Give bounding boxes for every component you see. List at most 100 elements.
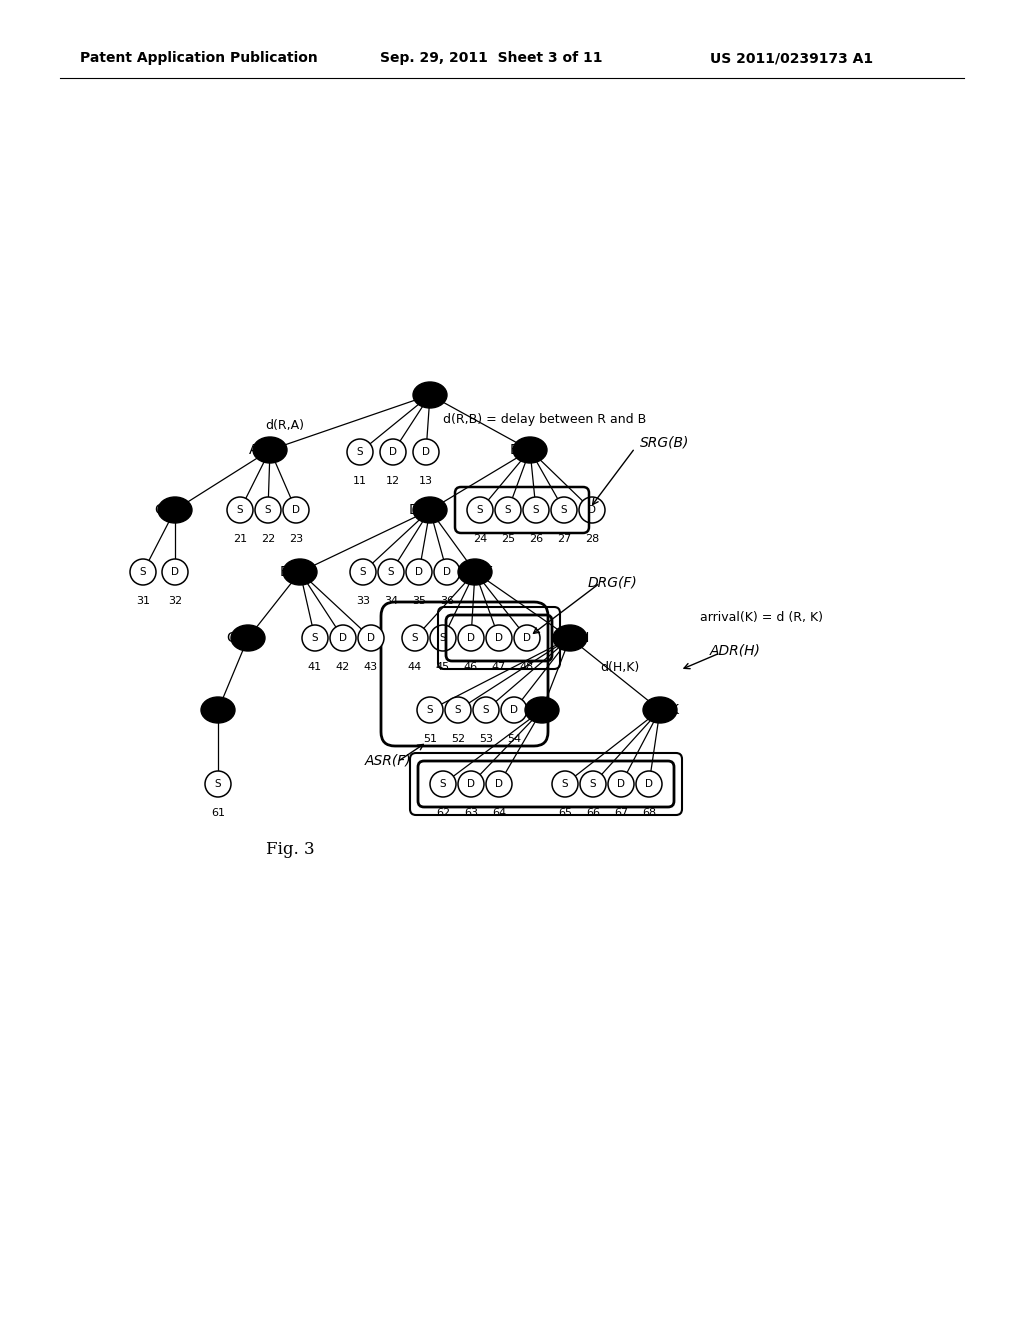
- Ellipse shape: [158, 498, 193, 523]
- Text: S: S: [590, 779, 596, 789]
- Text: S: S: [532, 506, 540, 515]
- Ellipse shape: [201, 697, 234, 723]
- Text: ADR(H): ADR(H): [710, 643, 761, 657]
- Ellipse shape: [231, 624, 265, 651]
- Circle shape: [417, 697, 443, 723]
- Text: 36: 36: [440, 597, 454, 606]
- Text: 51: 51: [423, 734, 437, 744]
- Text: 42: 42: [336, 663, 350, 672]
- Text: 46: 46: [464, 663, 478, 672]
- Text: 63: 63: [464, 808, 478, 818]
- Circle shape: [552, 771, 578, 797]
- Text: D: D: [415, 568, 423, 577]
- Text: H: H: [579, 631, 589, 645]
- Ellipse shape: [253, 437, 287, 463]
- Text: S: S: [412, 634, 419, 643]
- Text: 23: 23: [289, 535, 303, 544]
- Circle shape: [501, 697, 527, 723]
- Circle shape: [350, 558, 376, 585]
- Text: A: A: [249, 444, 259, 457]
- Circle shape: [580, 771, 606, 797]
- Ellipse shape: [553, 624, 587, 651]
- Circle shape: [445, 697, 471, 723]
- Text: 22: 22: [261, 535, 275, 544]
- Text: K: K: [670, 704, 679, 717]
- Text: 26: 26: [529, 535, 543, 544]
- Ellipse shape: [643, 697, 677, 723]
- Text: 25: 25: [501, 535, 515, 544]
- Text: S: S: [562, 779, 568, 789]
- Text: arrival(K) = d (R, K): arrival(K) = d (R, K): [700, 611, 823, 624]
- Text: 48: 48: [520, 663, 535, 672]
- Text: S: S: [482, 705, 489, 715]
- Text: S: S: [139, 568, 146, 577]
- Text: 64: 64: [492, 808, 506, 818]
- Text: 34: 34: [384, 597, 398, 606]
- Text: 47: 47: [492, 663, 506, 672]
- Text: S: S: [356, 447, 364, 457]
- Circle shape: [636, 771, 662, 797]
- Ellipse shape: [525, 697, 559, 723]
- Text: G: G: [226, 631, 238, 645]
- Circle shape: [523, 498, 549, 523]
- Circle shape: [467, 498, 493, 523]
- Ellipse shape: [513, 437, 547, 463]
- Text: 67: 67: [614, 808, 628, 818]
- Text: 12: 12: [386, 477, 400, 486]
- Text: 54: 54: [507, 734, 521, 744]
- Text: D: D: [467, 634, 475, 643]
- Text: 44: 44: [408, 663, 422, 672]
- Circle shape: [458, 624, 484, 651]
- Text: d(R,A): d(R,A): [265, 418, 304, 432]
- Circle shape: [430, 624, 456, 651]
- Text: D: D: [510, 705, 518, 715]
- Ellipse shape: [283, 558, 317, 585]
- Circle shape: [551, 498, 577, 523]
- Text: S: S: [561, 506, 567, 515]
- Text: 28: 28: [585, 535, 599, 544]
- Text: D: D: [467, 779, 475, 789]
- Text: ASR(F): ASR(F): [365, 752, 412, 767]
- Text: S: S: [237, 506, 244, 515]
- Circle shape: [227, 498, 253, 523]
- Text: S: S: [505, 506, 511, 515]
- Text: 24: 24: [473, 535, 487, 544]
- Ellipse shape: [413, 381, 447, 408]
- Text: 68: 68: [642, 808, 656, 818]
- Circle shape: [608, 771, 634, 797]
- Circle shape: [579, 498, 605, 523]
- Circle shape: [162, 558, 188, 585]
- Text: 32: 32: [168, 597, 182, 606]
- Circle shape: [130, 558, 156, 585]
- Text: Sep. 29, 2011  Sheet 3 of 11: Sep. 29, 2011 Sheet 3 of 11: [380, 51, 602, 65]
- Text: 27: 27: [557, 535, 571, 544]
- Text: B: B: [509, 444, 519, 457]
- Text: E: E: [280, 565, 289, 579]
- Text: D: D: [339, 634, 347, 643]
- Ellipse shape: [458, 558, 492, 585]
- Text: R: R: [435, 385, 444, 400]
- Text: S: S: [477, 506, 483, 515]
- Circle shape: [514, 624, 540, 651]
- Circle shape: [255, 498, 281, 523]
- Circle shape: [402, 624, 428, 651]
- Text: DRG(F): DRG(F): [588, 576, 638, 589]
- Text: d(R,B) = delay between R and B: d(R,B) = delay between R and B: [443, 413, 646, 426]
- Text: 62: 62: [436, 808, 451, 818]
- Circle shape: [347, 440, 373, 465]
- Text: S: S: [359, 568, 367, 577]
- Circle shape: [358, 624, 384, 651]
- Text: D: D: [495, 634, 503, 643]
- Text: S: S: [455, 705, 462, 715]
- Text: S: S: [439, 634, 446, 643]
- Text: D: D: [171, 568, 179, 577]
- Circle shape: [380, 440, 406, 465]
- Text: d(H,K): d(H,K): [600, 661, 639, 675]
- Text: I: I: [202, 704, 206, 717]
- Circle shape: [434, 558, 460, 585]
- Text: S: S: [427, 705, 433, 715]
- Circle shape: [495, 498, 521, 523]
- Text: S: S: [311, 634, 318, 643]
- Circle shape: [430, 771, 456, 797]
- Text: D: D: [443, 568, 451, 577]
